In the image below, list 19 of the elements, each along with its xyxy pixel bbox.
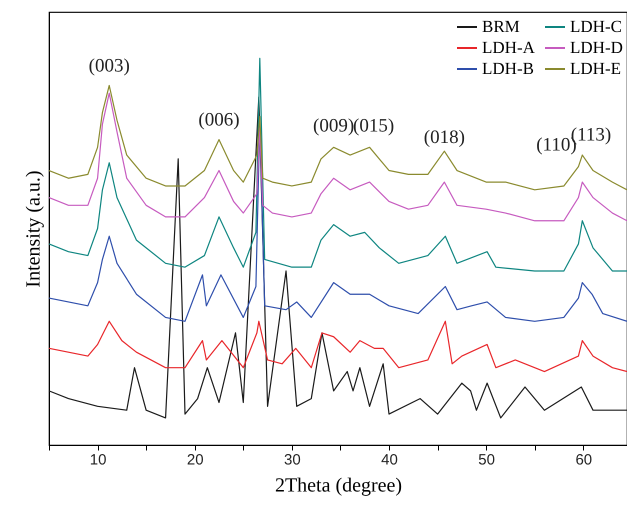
x-tick-label: 60 [575, 452, 592, 468]
x-tick-label: 40 [381, 452, 398, 468]
x-axis-title: 2Theta (degree) [274, 474, 402, 496]
annotation: (015) [352, 115, 394, 136]
legend-label: LDH-C [570, 17, 622, 36]
annotation: (006) [198, 110, 240, 131]
legend-label: LDH-D [570, 38, 623, 57]
y-axis-title: Intensity (a.u.) [22, 170, 44, 288]
annotation: (018) [424, 127, 465, 148]
x-tick-label: 30 [284, 452, 301, 468]
annotation: (003) [88, 55, 130, 76]
legend-label: LDH-A [482, 38, 536, 57]
legend-label: BRM [482, 17, 520, 36]
legend-label: LDH-E [570, 59, 621, 78]
annotation: (009) [313, 115, 354, 136]
legend-label: LDH-B [482, 59, 534, 78]
x-tick-label: 10 [90, 452, 106, 468]
x-tick-label: 50 [478, 452, 495, 468]
x-tick-label: 20 [186, 452, 204, 468]
